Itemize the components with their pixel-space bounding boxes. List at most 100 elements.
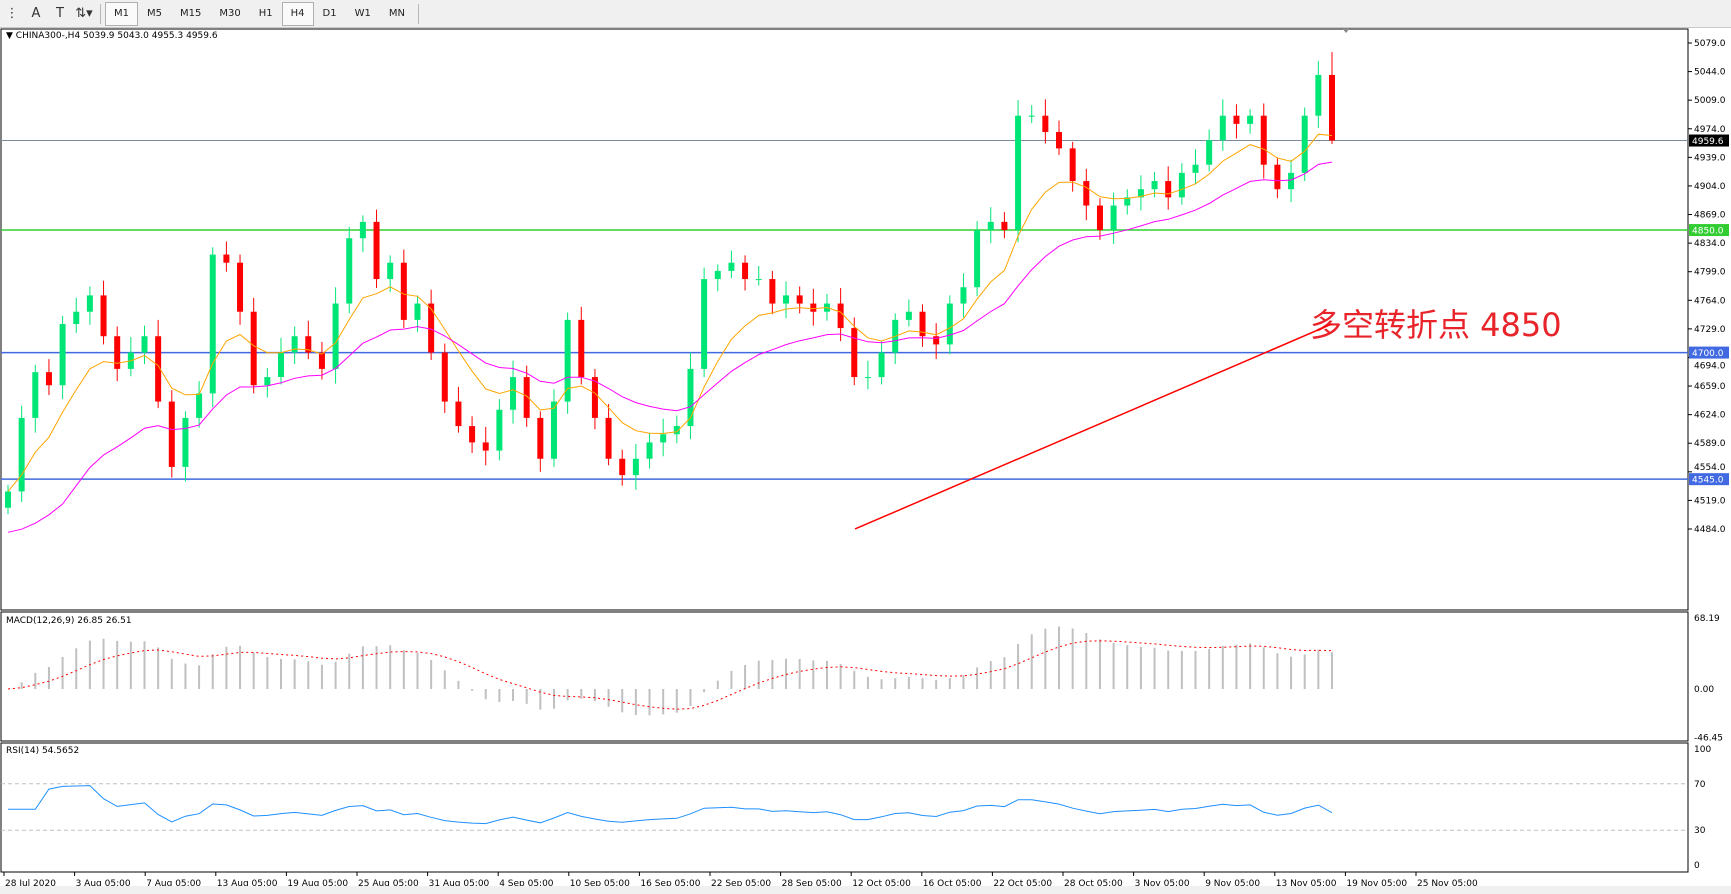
bull-candle (182, 417, 189, 467)
bull-candle (359, 221, 366, 239)
price-tick-label: 4974.0 (1694, 125, 1726, 135)
time-tick-label: 28 Sep 05:00 (782, 879, 842, 889)
period-separator-icon[interactable]: ⋮ (5, 6, 19, 21)
timeframe-w1[interactable]: W1 (354, 8, 371, 19)
bear-candle (578, 319, 585, 378)
timeframe-d1[interactable]: D1 (322, 8, 337, 19)
bull-candle (892, 319, 899, 353)
fast-ma-line (7, 133, 1333, 492)
time-tick-label: 13 Aug 05:00 (217, 879, 278, 889)
arrows-icon[interactable]: ⇅▾ (75, 6, 93, 21)
bull-candle (18, 417, 25, 492)
bear-candle (1260, 115, 1267, 165)
timeframe-m1[interactable]: M1 (105, 1, 138, 26)
bear-candle (155, 336, 162, 402)
bull-candle (864, 377, 871, 379)
bear-candle (933, 336, 940, 345)
time-tick-label: 13 Nov 05:00 (1276, 879, 1337, 889)
rsi-tick-label: 30 (1694, 826, 1706, 836)
price-label: 4545.0 (1692, 476, 1724, 486)
bear-candle (223, 254, 230, 263)
macd-panel (0, 611, 1689, 742)
rsi-label: RSI(14) 54.5652 (6, 746, 80, 756)
price-tick-label: 4694.0 (1694, 362, 1726, 372)
price-tick-label: 4764.0 (1694, 296, 1726, 306)
candles (5, 51, 1335, 515)
price-label: 4700.0 (1692, 349, 1724, 359)
shift-marker-icon (1342, 28, 1350, 33)
bear-candle (796, 295, 803, 304)
price-tick-label: 4554.0 (1694, 463, 1726, 473)
status-strip (0, 886, 1731, 894)
bear-candle (469, 426, 476, 443)
bull-candle (332, 303, 339, 369)
bear-candle (305, 336, 312, 353)
bear-candle (742, 262, 749, 280)
price-label: 4850.0 (1692, 227, 1724, 237)
bull-candle (823, 303, 830, 312)
price-tick-label: 4659.0 (1694, 382, 1726, 392)
bull-candle (1110, 205, 1117, 231)
bull-candle (291, 336, 298, 353)
bull-candle (905, 311, 912, 320)
bear-candle (455, 401, 462, 427)
bear-candle (591, 377, 598, 418)
bull-candle (496, 409, 503, 451)
bull-candle (196, 393, 203, 418)
bull-candle (632, 458, 639, 476)
price-label: 4959.6 (1692, 137, 1724, 147)
bull-candle (1192, 164, 1199, 173)
bull-candle (1124, 197, 1131, 206)
price-tick-label: 4939.0 (1694, 153, 1726, 163)
timeframe-m5[interactable]: M5 (147, 8, 162, 19)
text-box-icon[interactable]: T (56, 6, 64, 21)
price-tick-label: 4834.0 (1694, 239, 1726, 249)
bull-candle (755, 279, 762, 281)
bear-candle (837, 303, 844, 329)
macd-label: MACD(12,26,9) 26.85 26.51 (6, 616, 132, 626)
bear-candle (1056, 132, 1063, 149)
bear-candle (1274, 164, 1281, 190)
bull-candle (127, 352, 134, 369)
timeframe-m15[interactable]: M15 (180, 8, 202, 19)
bull-candle (550, 401, 557, 459)
bull-candle (1247, 115, 1254, 124)
bull-candle (960, 287, 967, 304)
bear-candle (168, 401, 175, 467)
timeframe-mn[interactable]: MN (388, 8, 405, 19)
toolbar-separator (100, 3, 101, 24)
bear-candle (1233, 115, 1240, 124)
price-tick-label: 4484.0 (1694, 525, 1726, 535)
bull-candle (714, 270, 721, 280)
price-tick-label: 5079.0 (1694, 39, 1726, 49)
bear-candle (1096, 205, 1103, 231)
text-label-icon[interactable]: A (31, 6, 41, 21)
macd-tick-label: 68.19 (1694, 614, 1720, 624)
timeframe-h1[interactable]: H1 (258, 8, 273, 19)
price-tick-label: 4904.0 (1694, 182, 1726, 192)
bull-candle (564, 319, 571, 402)
bear-candle (605, 417, 612, 459)
bull-candle (974, 230, 981, 288)
bear-candle (1042, 115, 1049, 133)
bull-candle (673, 426, 680, 435)
bull-candle (346, 238, 353, 304)
bear-candle (428, 303, 435, 353)
price-tick-label: 4799.0 (1694, 268, 1726, 278)
bull-candle (59, 323, 66, 386)
timeframe-h4[interactable]: H4 (281, 1, 314, 26)
bull-candle (5, 491, 11, 508)
bull-candle (1206, 140, 1213, 165)
bull-candle (783, 295, 790, 304)
bear-candle (441, 352, 448, 402)
macd-tick-label: -46.45 (1694, 733, 1723, 743)
timeframe-m30[interactable]: M30 (219, 8, 241, 19)
bull-candle (946, 303, 953, 345)
time-tick-label: 28 Jul 2020 (5, 879, 56, 889)
bull-candle (141, 336, 148, 353)
time-tick-label: 25 Aug 05:00 (358, 879, 419, 889)
bull-candle (1288, 172, 1295, 190)
time-tick-label: 31 Aug 05:00 (429, 879, 490, 889)
macd-tick-label: 0.00 (1694, 685, 1714, 695)
